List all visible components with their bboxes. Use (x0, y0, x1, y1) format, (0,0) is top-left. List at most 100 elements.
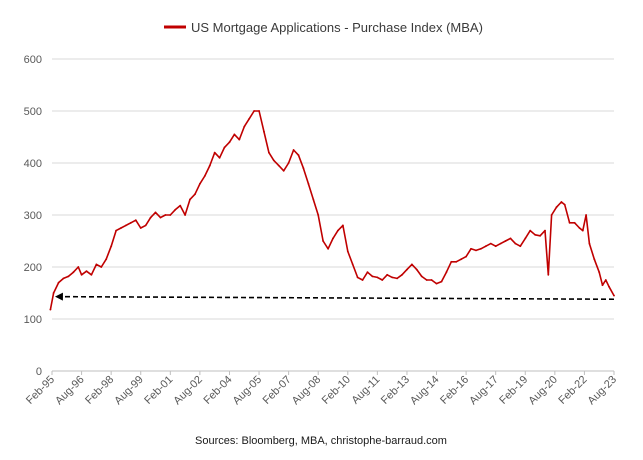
legend: US Mortgage Applications - Purchase Inde… (164, 20, 483, 35)
x-tick-label: Aug-99 (112, 374, 146, 408)
data-point (356, 276, 359, 279)
data-point (601, 284, 604, 287)
data-point (287, 162, 290, 164)
data-point (560, 201, 563, 203)
y-tick-label: 200 (24, 262, 42, 274)
data-point (366, 271, 369, 274)
data-point (67, 275, 70, 278)
y-tick-label: 600 (24, 54, 42, 66)
data-point (189, 198, 191, 201)
data-point (149, 216, 152, 219)
data-point (396, 277, 398, 280)
data-point (555, 206, 558, 209)
data-point (194, 193, 196, 196)
data-point (332, 237, 334, 240)
data-point (504, 240, 507, 242)
data-point (322, 240, 324, 242)
data-point (179, 204, 182, 207)
data-point (470, 247, 472, 250)
data-point (164, 214, 167, 216)
data-point (49, 308, 52, 311)
x-tick-label: Feb-04 (201, 374, 234, 407)
series-line (49, 110, 615, 310)
x-tick-label: Aug-20 (526, 374, 560, 408)
x-tick-label: Aug-17 (467, 374, 501, 408)
data-point (371, 275, 374, 278)
data-point (248, 117, 251, 120)
x-tick-label: Aug-23 (586, 374, 620, 408)
data-point (455, 260, 458, 263)
data-point (307, 182, 310, 185)
data-point (90, 273, 93, 276)
data-point (544, 229, 546, 232)
data-point (184, 214, 187, 216)
y-tick-label: 500 (24, 106, 42, 118)
data-point (494, 245, 497, 248)
data-point (115, 229, 117, 232)
data-point (317, 214, 320, 216)
data-point (604, 279, 607, 281)
data-point (277, 164, 280, 167)
data-point (484, 245, 487, 248)
data-point (568, 221, 571, 224)
x-tick-label: Feb-19 (497, 374, 530, 407)
data-point (415, 268, 418, 271)
data-point (346, 250, 349, 253)
data-point (588, 242, 591, 245)
data-point (585, 214, 587, 216)
data-point (401, 273, 403, 276)
x-tick-label: Feb-98 (83, 374, 116, 407)
data-point (80, 273, 83, 276)
data-point (72, 271, 75, 274)
data-point (258, 110, 260, 112)
y-tick-label: 300 (24, 210, 42, 222)
x-tick-label: Feb-10 (320, 374, 353, 407)
data-point (529, 229, 532, 232)
data-point (327, 247, 329, 250)
data-point (420, 275, 423, 278)
x-tick-label: Aug-02 (171, 374, 205, 408)
data-point (62, 277, 65, 280)
data-point (139, 227, 142, 229)
data-point (608, 285, 610, 288)
data-point (361, 279, 364, 281)
data-point (218, 156, 221, 159)
data-point (208, 164, 211, 167)
data-point (351, 263, 354, 266)
data-point (435, 282, 438, 285)
x-tick-label: Feb-13 (379, 374, 412, 407)
data-point (598, 271, 601, 274)
dashed-arrow (54, 292, 615, 301)
data-point (445, 271, 448, 274)
data-point (144, 224, 147, 227)
data-point (105, 258, 108, 261)
data-point (578, 227, 581, 229)
data-point (519, 245, 522, 248)
data-point (130, 221, 132, 224)
x-tick-label: Feb-95 (24, 374, 57, 407)
data-point (425, 279, 428, 281)
source-note: Sources: Bloomberg, MBA, christophe-barr… (195, 435, 447, 447)
data-point (174, 208, 177, 211)
x-tick-label: Feb-07 (261, 374, 294, 407)
data-point (312, 198, 315, 201)
x-tick-label: Aug-08 (290, 374, 324, 408)
gridlines (52, 58, 614, 372)
data-point (550, 214, 553, 216)
data-point (450, 260, 453, 263)
data-point (430, 279, 433, 281)
data-point (547, 273, 550, 276)
data-point (593, 258, 596, 261)
data-point (57, 281, 60, 284)
data-point (223, 146, 226, 149)
data-point (238, 138, 241, 141)
data-point (228, 141, 231, 144)
annotations (54, 292, 615, 301)
data-point (213, 151, 216, 154)
data-point (243, 125, 246, 128)
data-point (110, 245, 113, 248)
y-axis: 0 100 200 300 400 500 600 (24, 54, 42, 378)
y-tick-label: 0 (36, 366, 42, 378)
data-point (480, 247, 482, 250)
